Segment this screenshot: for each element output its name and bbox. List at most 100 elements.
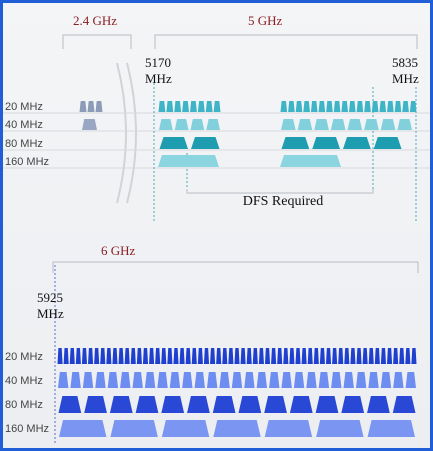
channel [132,372,143,388]
channel [367,396,390,413]
channel [216,348,222,364]
channel [281,119,296,130]
channel [205,101,213,112]
channel [264,396,287,413]
channel [343,137,371,149]
channel [136,348,142,364]
row-label: 160 MHz [5,423,49,435]
channel [157,372,168,388]
channel [82,372,94,388]
channel [380,119,396,130]
channel [197,101,205,112]
channel [341,396,365,413]
channel [350,348,356,364]
channel [280,101,288,112]
channel [307,348,313,364]
channel-map: 2.4 GHz 5 GHz 6 GHz DFS Required 20 MHz … [3,13,430,443]
channel [246,348,252,364]
channel [356,101,364,112]
channel [149,348,155,364]
channel [271,348,277,364]
channel [69,348,75,364]
channel [325,348,332,364]
channel [206,119,220,130]
channel [393,372,404,388]
channel [295,348,301,364]
channel [277,348,283,364]
row-label: 20 MHz [5,351,43,363]
channel [185,348,191,364]
channel [212,396,236,413]
channel [58,372,69,388]
channel [293,372,305,388]
channel [303,101,310,112]
channel [57,348,63,364]
channel [333,101,341,112]
channel [124,348,130,364]
channel [289,396,313,413]
channel [288,101,295,112]
channel [155,348,161,364]
channel [399,348,405,364]
channel [112,348,118,364]
channel [332,348,338,364]
channel [297,119,313,130]
channel [190,101,197,112]
row-label: 80 MHz [5,399,43,411]
channel [100,348,106,364]
channel [109,396,133,413]
channel [312,137,340,149]
row-lines [3,112,430,169]
channel [206,372,218,388]
channel [387,101,394,112]
channel [190,119,205,130]
channel [402,101,409,112]
channel [318,101,326,112]
channel [386,348,393,364]
channel [244,372,255,388]
channel [95,372,106,388]
channel [82,119,97,130]
channel [231,372,243,388]
channel [63,348,69,364]
channel [161,420,210,437]
channel [319,348,325,364]
channel [355,372,367,388]
channel [191,348,197,364]
channel [167,348,173,364]
frequency-label: 5170 MHz [145,55,172,86]
channel [219,372,230,388]
band-label: 5 GHz [248,13,283,28]
channel [95,101,103,112]
channel [367,420,415,437]
row-label: 160 MHz [5,156,49,168]
band-brackets [52,34,419,273]
frequency-label: 5925 MHz [37,290,64,321]
channel [373,137,402,149]
channel [130,348,136,364]
band-label: 2.4 GHz [73,13,117,28]
channel [347,119,363,130]
channel [269,372,280,388]
channel [158,155,219,167]
channel [316,420,364,437]
channel [264,348,271,364]
channel [379,101,387,112]
channel [368,348,374,364]
channel [364,101,371,112]
channel [142,348,149,364]
channel [187,396,210,413]
channel [174,119,189,130]
channel [368,372,379,388]
channel [159,137,188,149]
channel [144,372,156,388]
channel [258,348,264,364]
channel [59,420,107,437]
channel [84,396,107,413]
channel [331,372,342,388]
channel [371,101,379,112]
channel [394,101,402,112]
channel [280,155,341,167]
channel [397,119,412,130]
